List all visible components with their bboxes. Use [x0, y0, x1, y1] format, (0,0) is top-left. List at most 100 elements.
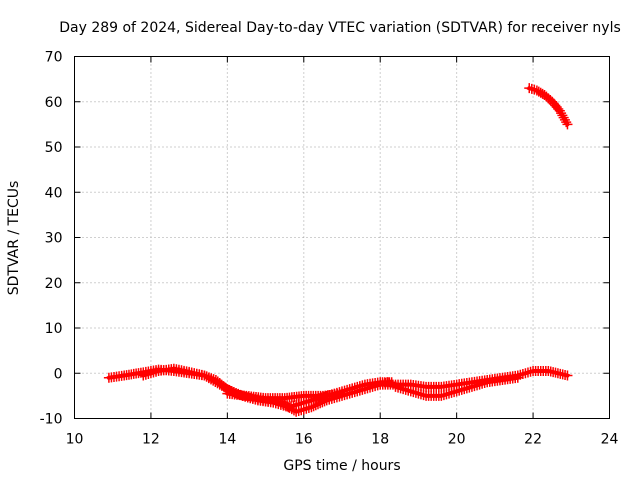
- satellite-track-2: [138, 363, 393, 417]
- data-point: [562, 119, 573, 130]
- x-tick-label: 24: [601, 432, 619, 448]
- x-tick-label: 12: [142, 432, 160, 448]
- data-point: [306, 402, 317, 413]
- data-point: [512, 372, 523, 383]
- satellite-track-5: [390, 372, 523, 401]
- data-point: [405, 386, 416, 397]
- data-point: [357, 384, 368, 395]
- satellite-track-6: [524, 83, 573, 130]
- data-point: [408, 387, 419, 398]
- data-point: [293, 405, 304, 416]
- data-point: [390, 381, 401, 392]
- data-point: [145, 368, 156, 379]
- data-point: [359, 384, 370, 395]
- data-point: [291, 406, 302, 417]
- data-point: [524, 83, 535, 94]
- data-point: [151, 366, 162, 377]
- data-point: [337, 388, 347, 399]
- data-point: [526, 83, 537, 94]
- data-point: [525, 366, 536, 377]
- data-point: [143, 369, 154, 380]
- grid: [74, 56, 610, 419]
- data-point: [138, 370, 149, 381]
- data-point: [415, 389, 426, 400]
- x-tick-label: 18: [371, 432, 389, 448]
- data-point: [474, 379, 485, 390]
- data-point: [296, 405, 307, 416]
- data-point: [479, 378, 490, 389]
- data-points: [103, 83, 573, 417]
- data-point: [303, 402, 314, 413]
- chart-title: Day 289 of 2024, Sidereal Day-to-day VTE…: [59, 20, 621, 36]
- data-point: [347, 387, 358, 398]
- axis-ticks: 10 12 14 16 18 20 22 24 -10 0 10 20 30 40 50 60 70: [40, 50, 619, 448]
- data-point: [410, 387, 421, 398]
- data-point: [310, 400, 321, 411]
- x-tick-label: 10: [66, 432, 84, 448]
- data-point: [398, 384, 409, 395]
- y-tick-label: 10: [45, 321, 63, 337]
- data-point: [446, 387, 457, 398]
- y-tick-label: -10: [40, 412, 63, 428]
- data-point: [298, 404, 309, 415]
- data-point: [393, 382, 404, 393]
- data-point: [529, 84, 540, 95]
- data-point: [562, 370, 573, 381]
- data-point: [395, 383, 406, 394]
- data-point: [451, 386, 462, 397]
- y-tick-label: 30: [45, 231, 63, 247]
- data-point: [438, 390, 449, 401]
- data-point: [400, 384, 411, 395]
- x-tick-label: 16: [295, 432, 313, 448]
- y-tick-label: 50: [45, 140, 63, 156]
- data-point: [413, 388, 424, 399]
- y-tick-label: 60: [45, 95, 63, 111]
- data-point: [403, 385, 414, 396]
- data-point: [558, 112, 569, 123]
- data-point: [418, 390, 429, 401]
- data-point: [301, 403, 312, 414]
- x-tick-label: 22: [524, 432, 542, 448]
- data-point: [459, 384, 470, 395]
- x-axis-label: GPS time / hours: [283, 458, 400, 474]
- data-point: [456, 384, 467, 395]
- data-point: [466, 381, 477, 392]
- data-point: [464, 382, 475, 393]
- y-tick-label: 0: [54, 366, 63, 382]
- data-point: [312, 399, 323, 410]
- data-point: [140, 369, 151, 380]
- data-point: [354, 385, 365, 396]
- data-point: [522, 367, 533, 378]
- data-point: [461, 383, 472, 394]
- data-point: [444, 388, 454, 399]
- data-point: [370, 381, 381, 392]
- data-point: [441, 389, 452, 400]
- data-point: [557, 110, 568, 121]
- data-point: [477, 378, 488, 389]
- data-point: [454, 385, 465, 396]
- y-tick-label: 20: [45, 276, 63, 292]
- data-point: [472, 380, 483, 391]
- data-point: [367, 381, 378, 392]
- x-tick-label: 20: [448, 432, 466, 448]
- data-point: [319, 396, 330, 407]
- y-tick-label: 40: [45, 185, 63, 201]
- data-point: [349, 387, 360, 398]
- data-point: [556, 108, 567, 119]
- data-point: [520, 368, 531, 379]
- data-point: [365, 382, 376, 393]
- data-point: [517, 369, 528, 380]
- data-point: [561, 117, 572, 128]
- data-point: [449, 387, 460, 398]
- data-point: [148, 367, 159, 378]
- y-tick-label: 70: [45, 50, 63, 66]
- data-point: [362, 383, 373, 394]
- satellite-track-3: [222, 388, 347, 404]
- data-point: [469, 381, 480, 392]
- data-point: [308, 401, 319, 412]
- data-point: [559, 114, 570, 125]
- data-point: [554, 105, 565, 116]
- y-axis-label: SDTVAR / TECUs: [6, 181, 22, 296]
- x-tick-label: 14: [218, 432, 236, 448]
